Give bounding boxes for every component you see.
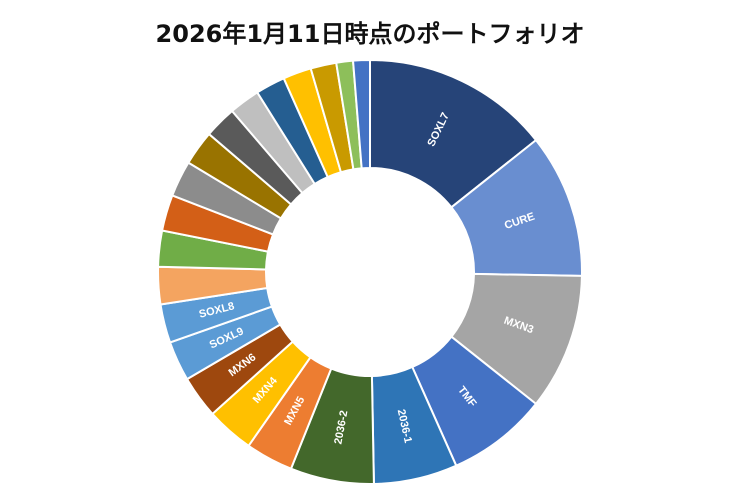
chart-title: 2026年1月11日時点のポートフォリオ <box>155 20 585 48</box>
slice-unlabeled-23 <box>351 58 371 170</box>
donut-slices <box>157 58 583 485</box>
